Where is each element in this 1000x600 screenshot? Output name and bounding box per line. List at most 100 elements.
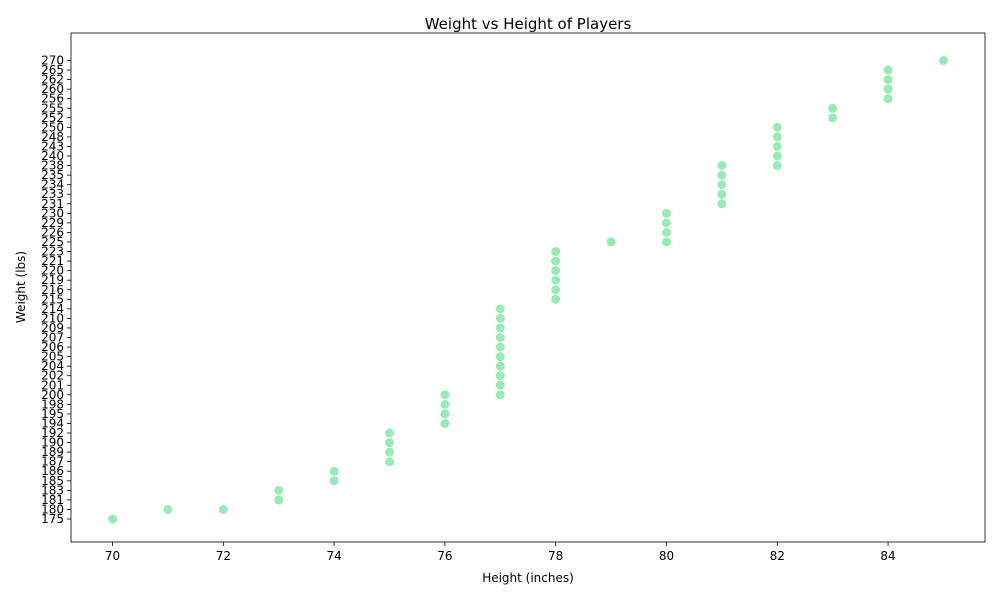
data-point [772, 151, 782, 161]
y-tick-label: 189 [41, 445, 64, 459]
data-point [772, 141, 782, 151]
y-tick-label: 209 [41, 321, 64, 335]
data-point [551, 275, 561, 285]
data-point [551, 247, 561, 257]
y-tick-label: 198 [41, 397, 64, 411]
data-point [772, 122, 782, 132]
data-point [661, 237, 671, 247]
data-point [218, 504, 228, 514]
data-point [828, 103, 838, 113]
axes-frame [70, 32, 986, 543]
data-point [551, 285, 561, 295]
data-point [551, 266, 561, 276]
y-tick-label: 220 [41, 264, 64, 278]
x-tick-label: 84 [880, 549, 895, 563]
y-tick-label: 262 [41, 73, 64, 87]
data-point [495, 380, 505, 390]
y-tick-label: 265 [41, 63, 64, 77]
x-tick-label: 74 [326, 549, 341, 563]
y-tick-label: 255 [41, 101, 64, 115]
y-tick-label: 185 [41, 474, 64, 488]
y-tick-label: 230 [41, 206, 64, 220]
data-point [828, 113, 838, 123]
data-point [495, 361, 505, 371]
data-point [385, 447, 395, 457]
y-tick-label: 215 [41, 292, 64, 306]
y-tick-label: 210 [41, 311, 64, 325]
data-point [274, 485, 284, 495]
data-point [717, 199, 727, 209]
y-tick-label: 204 [41, 359, 64, 373]
y-tick-label: 233 [41, 187, 64, 201]
data-point [440, 399, 450, 409]
y-tick-label: 250 [41, 120, 64, 134]
data-point [938, 56, 948, 65]
y-tick-label: 231 [41, 197, 64, 211]
data-point [495, 333, 505, 343]
y-tick-label: 180 [41, 502, 64, 516]
data-point [661, 208, 671, 218]
y-tick-label: 226 [41, 225, 64, 239]
data-point [551, 256, 561, 266]
y-tick-label: 195 [41, 407, 64, 421]
y-tick-label: 214 [41, 302, 64, 316]
y-tick-label: 206 [41, 340, 64, 354]
y-tick-label: 243 [41, 139, 64, 153]
data-point [329, 466, 339, 476]
data-point [385, 438, 395, 448]
y-tick-label: 207 [41, 331, 64, 345]
data-point [495, 342, 505, 352]
y-tick-label: 225 [41, 235, 64, 249]
y-tick-label: 175 [41, 512, 64, 526]
y-tick-label: 219 [41, 273, 64, 287]
data-point [717, 170, 727, 180]
y-tick-label: 186 [41, 464, 64, 478]
x-axis-label: Height (inches) [482, 571, 574, 585]
data-point [108, 514, 118, 524]
data-point [495, 371, 505, 381]
y-tick-label: 187 [41, 455, 64, 469]
data-point [883, 84, 893, 94]
data-point [274, 495, 284, 505]
y-tick-label: 202 [41, 369, 64, 383]
y-axis: 1751801811831851861871891901921941951982… [41, 54, 71, 526]
y-tick-label: 234 [41, 178, 64, 192]
plot-area [108, 56, 948, 524]
data-point [385, 428, 395, 438]
data-point [883, 65, 893, 75]
data-point [661, 227, 671, 237]
data-point [717, 161, 727, 171]
data-point [440, 390, 450, 400]
data-point [440, 418, 450, 428]
data-point [772, 161, 782, 171]
y-tick-label: 183 [41, 483, 64, 497]
data-point [661, 218, 671, 228]
data-point [606, 237, 616, 247]
data-point [495, 323, 505, 333]
x-tick-label: 70 [105, 549, 120, 563]
y-tick-label: 256 [41, 92, 64, 106]
data-point [329, 476, 339, 486]
data-point [717, 180, 727, 190]
data-point [495, 313, 505, 323]
y-tick-label: 223 [41, 245, 64, 259]
data-point [883, 94, 893, 104]
y-tick-label: 201 [41, 378, 64, 392]
y-tick-label: 216 [41, 283, 64, 297]
y-tick-label: 240 [41, 149, 64, 163]
data-point [495, 390, 505, 400]
x-tick-label: 72 [216, 549, 231, 563]
data-point [440, 409, 450, 419]
data-point [385, 457, 395, 467]
x-tick-label: 76 [437, 549, 452, 563]
y-tick-label: 248 [41, 130, 64, 144]
y-tick-label: 270 [41, 54, 64, 68]
y-tick-label: 260 [41, 82, 64, 96]
y-tick-label: 238 [41, 159, 64, 173]
data-point [551, 294, 561, 304]
x-tick-label: 82 [770, 549, 785, 563]
y-tick-label: 229 [41, 216, 64, 230]
data-point [495, 304, 505, 314]
y-tick-label: 192 [41, 426, 64, 440]
